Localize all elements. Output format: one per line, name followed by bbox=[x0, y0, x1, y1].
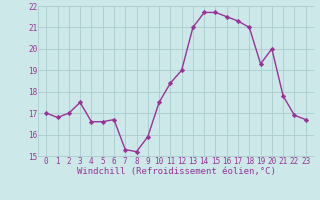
X-axis label: Windchill (Refroidissement éolien,°C): Windchill (Refroidissement éolien,°C) bbox=[76, 167, 276, 176]
